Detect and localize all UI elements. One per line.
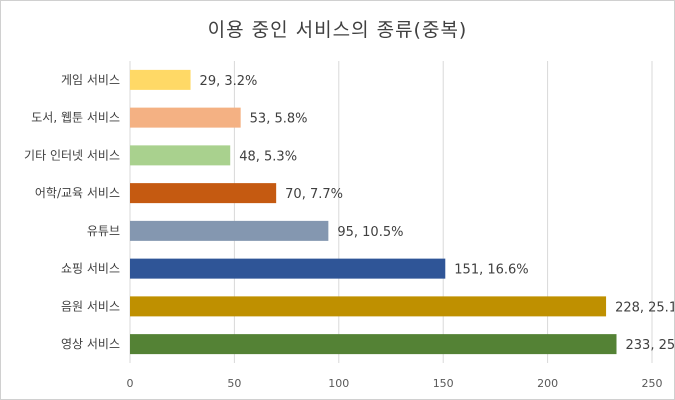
bar [130, 69, 191, 90]
category-label: 게임 서비스 [61, 73, 120, 87]
bar [130, 258, 446, 279]
category-label: 음원 서비스 [61, 299, 120, 313]
bar [130, 334, 617, 355]
category-label: 쇼핑 서비스 [61, 262, 120, 276]
data-label: 151, 16.6% [454, 263, 528, 278]
data-label: 70, 7.7% [285, 187, 343, 202]
x-tick-label: 250 [642, 377, 663, 390]
data-label: 29, 3.2% [200, 74, 258, 89]
x-tick-label: 50 [227, 377, 241, 390]
x-tick-label: 200 [537, 377, 558, 390]
bar [130, 220, 329, 241]
x-tick-label: 100 [328, 377, 349, 390]
x-tick-label: 150 [433, 377, 454, 390]
category-label: 영상 서비스 [61, 337, 120, 351]
data-label: 53, 5.8% [250, 112, 308, 127]
x-tick-label: 0 [127, 377, 134, 390]
data-label: 233, 25.7% [626, 338, 674, 353]
bar [130, 183, 277, 204]
data-label: 228, 25.1% [615, 300, 674, 315]
category-label: 도서, 웹툰 서비스 [31, 111, 120, 125]
bar [130, 107, 241, 128]
data-label: 95, 10.5% [337, 225, 403, 240]
category-label: 기타 인터넷 서비스 [24, 148, 120, 162]
category-label: 유튜브 [87, 224, 120, 238]
chart-title: 이용 중인 서비스의 종류(중복) [207, 19, 468, 41]
bar [130, 145, 231, 166]
category-label: 어학/교육 서비스 [35, 186, 120, 200]
bar [130, 296, 607, 317]
data-label: 48, 5.3% [239, 149, 297, 164]
